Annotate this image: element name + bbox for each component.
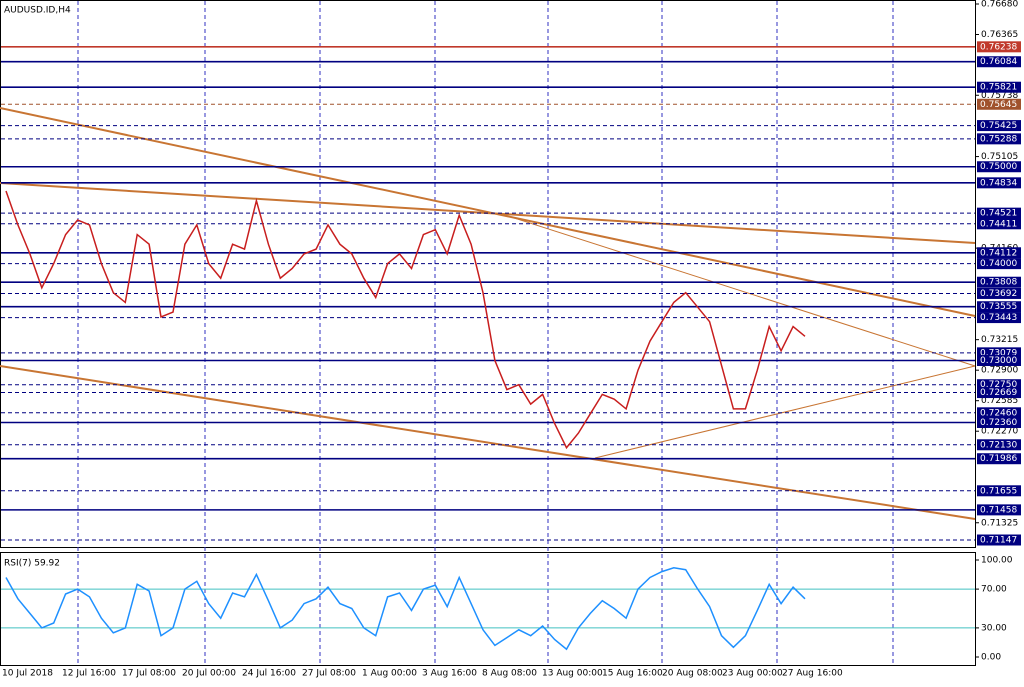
chart-title: AUDUSD.ID,H4	[4, 6, 71, 16]
x-tick-label: 3 Aug 16:00	[422, 669, 477, 679]
level-label-box	[977, 301, 1021, 313]
y-tick-label: 0.72900	[981, 366, 1018, 376]
x-tick-label: 23 Aug 00:00	[722, 669, 783, 679]
x-tick-label: 27 Aug 16:00	[782, 669, 843, 679]
y-tick-label: 30.00	[981, 623, 1007, 633]
level-label: 0.74411	[980, 219, 1017, 229]
x-tick-label: 8 Aug 08:00	[482, 669, 537, 679]
level-label-box	[977, 504, 1021, 516]
level-label: 0.76238	[980, 42, 1017, 52]
level-label: 0.74112	[980, 248, 1017, 258]
y-tick-label: 0.72585	[981, 396, 1018, 406]
level-label: 0.73692	[980, 289, 1017, 299]
level-label: 0.72130	[980, 440, 1017, 450]
x-tick-label: 24 Jul 16:00	[242, 669, 296, 679]
y-tick-label: 0.75105	[981, 152, 1018, 162]
x-tick-label: 12 Jul 16:00	[62, 669, 116, 679]
x-tick-label: 27 Jul 08:00	[302, 669, 356, 679]
level-label: 0.71458	[980, 505, 1017, 515]
y-tick-label: 70.00	[981, 585, 1007, 595]
x-tick-label: 15 Aug 16:00	[602, 669, 663, 679]
level-label: 0.74521	[980, 209, 1017, 219]
level-label: 0.72460	[980, 408, 1017, 418]
level-label-box	[977, 534, 1021, 546]
x-tick-label: 10 Jul 2018	[2, 669, 53, 679]
level-label: 0.73000	[980, 356, 1017, 366]
x-tick-label: 17 Jul 08:00	[122, 669, 176, 679]
level-label-box	[977, 347, 1021, 359]
level-label-box	[977, 312, 1021, 324]
y-tick-label: 0.76365	[981, 30, 1018, 40]
vertical-grid	[77, 1, 894, 665]
y-tick-label: 0.00	[981, 653, 1001, 663]
level-label: 0.73808	[980, 278, 1017, 288]
y-tick-label: 100.00	[981, 556, 1013, 566]
level-label-box	[977, 416, 1021, 428]
level-label: 0.72669	[980, 388, 1017, 398]
y-tick-label: 0.76680	[981, 0, 1018, 10]
y-tick-label: 0.71325	[981, 518, 1018, 528]
level-label: 0.75288	[980, 134, 1017, 144]
series-line	[5, 190, 806, 450]
y-tick-label: 0.72270	[981, 427, 1018, 437]
level-label: 0.71655	[980, 486, 1017, 496]
level-label-box	[977, 439, 1021, 451]
price-panel	[0, 0, 976, 548]
level-label-box	[977, 81, 1021, 93]
level-label: 0.74834	[980, 178, 1017, 188]
y-tick-label: 0.73215	[981, 335, 1018, 345]
level-label-box	[977, 120, 1021, 132]
level-label: 0.72360	[980, 418, 1017, 428]
level-label-box	[977, 207, 1021, 219]
rsi-panel	[0, 552, 976, 666]
x-tick-label: 20 Aug 08:00	[662, 669, 723, 679]
rsi-title: RSI(7) 59.92	[4, 559, 60, 569]
level-label-box	[977, 407, 1021, 419]
level-label-box	[977, 218, 1021, 230]
y-tick-label: 0.75738	[981, 91, 1018, 101]
level-label-box	[977, 387, 1021, 399]
level-label: 0.72750	[980, 380, 1017, 390]
level-label-box	[977, 379, 1021, 391]
level-label: 0.71986	[980, 454, 1017, 464]
level-label-box	[977, 133, 1021, 145]
level-label: 0.76084	[980, 57, 1017, 67]
level-label-box	[977, 485, 1021, 497]
level-label-box	[977, 177, 1021, 189]
level-label-box	[977, 161, 1021, 173]
x-tick-label: 1 Aug 00:00	[362, 669, 417, 679]
level-label-box	[977, 276, 1021, 288]
level-label-box	[977, 247, 1021, 259]
level-label: 0.75000	[980, 162, 1017, 172]
level-label-box	[977, 98, 1021, 110]
level-label: 0.74000	[980, 259, 1017, 269]
level-label: 0.75425	[980, 121, 1017, 131]
level-label: 0.75821	[980, 83, 1017, 93]
level-label-box	[977, 287, 1021, 299]
level-label-box	[977, 56, 1021, 68]
level-label: 0.73443	[980, 313, 1017, 323]
level-label-box	[977, 41, 1021, 53]
level-label: 0.73079	[980, 348, 1017, 358]
x-tick-label: 20 Jul 00:00	[182, 669, 236, 679]
level-label: 0.73555	[980, 302, 1017, 312]
level-label: 0.71147	[980, 536, 1017, 546]
level-label: 0.75645	[980, 100, 1017, 110]
level-label-box	[977, 354, 1021, 366]
x-tick-label: 13 Aug 00:00	[542, 669, 603, 679]
level-label-box	[977, 258, 1021, 270]
level-label-box	[977, 453, 1021, 465]
series-line	[5, 567, 806, 651]
